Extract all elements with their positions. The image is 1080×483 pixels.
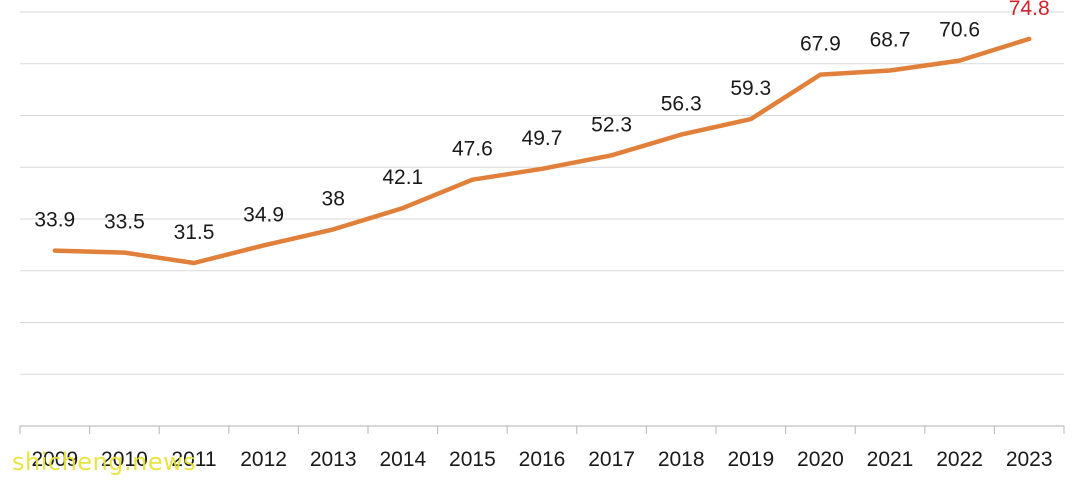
x-tick-label: 2014 (379, 448, 426, 471)
x-tick-label: 2021 (867, 448, 914, 471)
data-label: 47.6 (452, 138, 493, 161)
series-line (52, 36, 1032, 266)
watermark: shicheng.news (12, 448, 197, 476)
data-label: 68.7 (870, 28, 911, 51)
x-tick-label: 2013 (310, 448, 357, 471)
x-tick-label: 2009 (31, 448, 78, 471)
data-label: 42.1 (382, 166, 423, 189)
x-tick-label: 2016 (519, 448, 566, 471)
x-tick-label: 2011 (171, 448, 216, 471)
x-tick-label: 2022 (936, 448, 983, 471)
x-tick-label: 2012 (240, 448, 287, 471)
data-label: 33.5 (104, 211, 145, 234)
data-label: 74.8 (1009, 0, 1050, 20)
x-tick-label: 2015 (449, 448, 496, 471)
x-tick-label: 2018 (658, 448, 705, 471)
x-axis (19, 425, 1065, 434)
data-label: 52.3 (591, 113, 632, 136)
x-tick-label: 2010 (101, 448, 148, 471)
x-tick-label: 2023 (1006, 448, 1053, 471)
x-tick-labels: 2009 2010 2011 2012 2013 2014 2015 2016 2017 2018… (31, 448, 1052, 471)
data-label: 34.9 (243, 203, 284, 226)
x-tick-label: 2020 (797, 448, 844, 471)
data-label: 49.7 (522, 127, 563, 150)
data-label: 33.9 (34, 209, 75, 232)
data-label: 67.9 (800, 33, 841, 56)
x-tick-label: 2017 (588, 448, 635, 471)
x-tick-label: 2019 (727, 448, 774, 471)
data-label: 59.3 (730, 77, 771, 100)
data-labels: 33.9 33.5 31.5 34.9 38 42.1 47.6 49.7 52.3 56.3 59… (34, 0, 1049, 244)
data-label: 56.3 (661, 93, 702, 116)
series-line-path (52, 36, 1032, 266)
data-label: 38 (322, 187, 345, 210)
data-label: 31.5 (174, 221, 215, 244)
data-label: 70.6 (939, 19, 980, 42)
